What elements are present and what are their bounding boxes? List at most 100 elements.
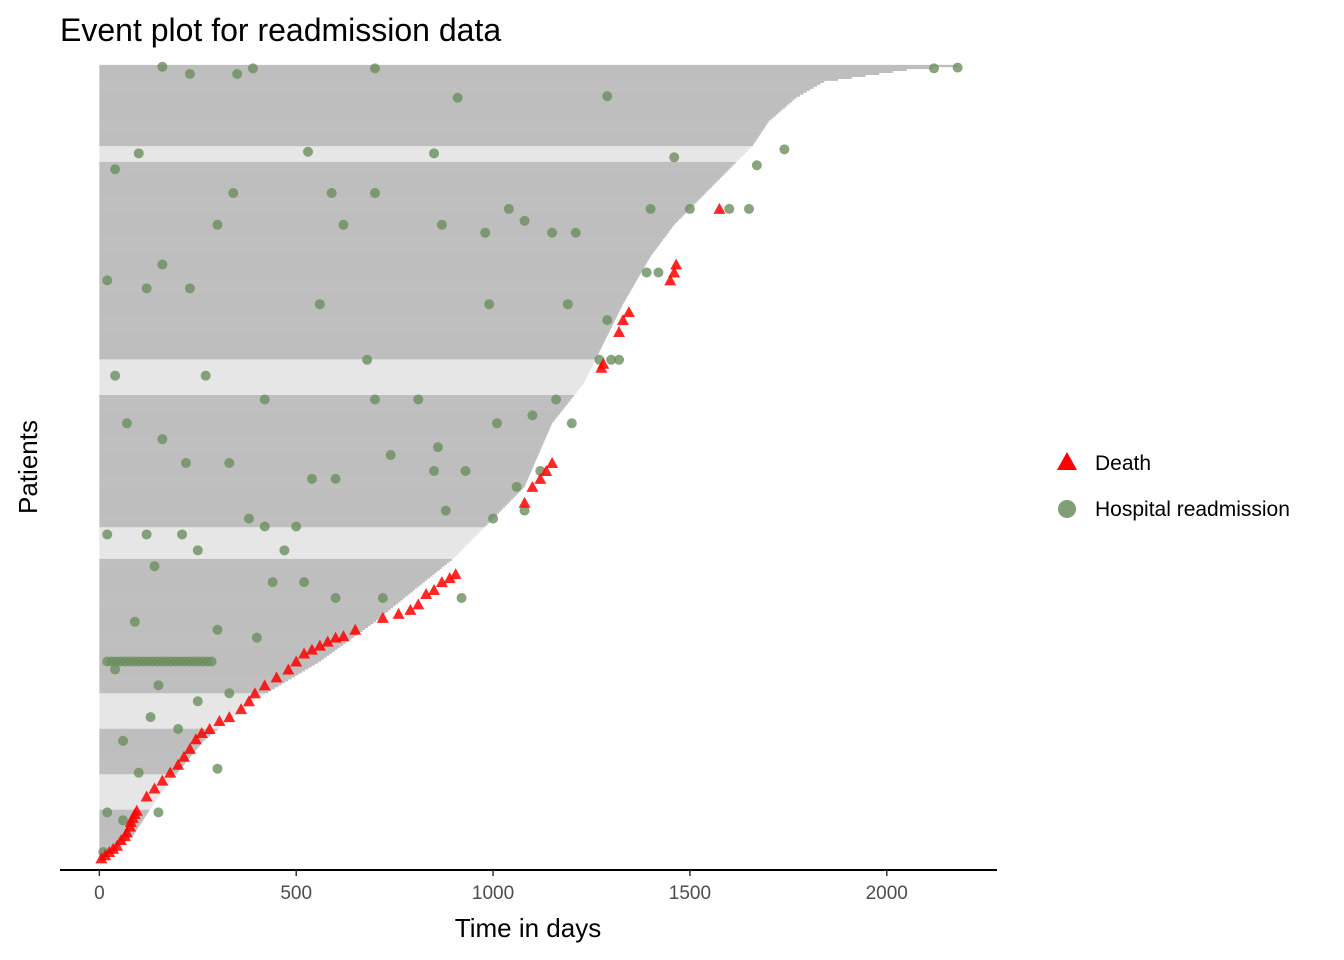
readmission-point bbox=[480, 227, 491, 238]
readmission-point bbox=[110, 370, 121, 381]
x-tick-label: 2000 bbox=[866, 883, 908, 904]
readmission-point bbox=[299, 577, 310, 588]
death-point bbox=[223, 711, 236, 723]
death-point bbox=[670, 258, 683, 270]
readmission-point bbox=[369, 188, 380, 199]
readmission-point bbox=[440, 505, 451, 516]
readmission-point bbox=[452, 92, 463, 103]
death-point bbox=[435, 576, 448, 588]
readmission-point bbox=[180, 458, 191, 468]
death-point bbox=[203, 722, 216, 734]
readmission-point bbox=[224, 688, 235, 699]
death-point bbox=[449, 568, 462, 580]
death-point bbox=[526, 480, 539, 492]
readmission-point bbox=[279, 545, 290, 556]
death-point bbox=[172, 758, 185, 770]
readmission-point bbox=[641, 267, 652, 278]
readmission-point bbox=[566, 418, 577, 429]
readmission-point bbox=[377, 592, 388, 603]
readmission-point bbox=[570, 227, 581, 238]
death-point bbox=[183, 742, 196, 754]
readmission-point bbox=[212, 624, 223, 635]
readmission-point bbox=[121, 418, 132, 429]
readmission-point bbox=[645, 203, 656, 214]
readmission-point bbox=[141, 283, 152, 294]
readmission-point bbox=[200, 370, 211, 381]
readmission-point bbox=[110, 664, 121, 675]
readmission-point bbox=[429, 465, 440, 476]
legend-death-label: Death bbox=[1095, 452, 1151, 475]
death-point bbox=[164, 766, 177, 778]
death-point bbox=[420, 588, 433, 600]
readmission-point bbox=[436, 219, 447, 230]
readmission-point bbox=[606, 354, 617, 365]
readmission-point bbox=[259, 394, 270, 405]
readmission-point bbox=[247, 63, 258, 74]
readmission-point bbox=[110, 164, 121, 175]
readmission-point bbox=[547, 227, 558, 238]
readmission-point bbox=[184, 283, 195, 294]
readmission-point bbox=[330, 592, 341, 603]
death-point bbox=[540, 464, 553, 476]
legend-readmission-label: Hospital readmission bbox=[1095, 498, 1290, 521]
readmission-point bbox=[192, 696, 203, 707]
readmission-point bbox=[224, 458, 235, 468]
readmission-point bbox=[724, 203, 735, 214]
death-point bbox=[404, 603, 417, 615]
legend: Death Hospital readmission bbox=[1057, 452, 1290, 521]
readmission-point bbox=[779, 144, 790, 155]
death-point bbox=[664, 274, 677, 286]
death-point bbox=[713, 202, 726, 214]
readmission-point bbox=[460, 465, 471, 476]
death-point bbox=[213, 715, 226, 727]
death-point bbox=[282, 663, 295, 675]
death-point bbox=[258, 679, 271, 691]
death-point bbox=[242, 695, 255, 707]
readmission-point bbox=[259, 521, 270, 532]
death-point bbox=[534, 472, 547, 484]
death-point bbox=[616, 314, 629, 326]
readmission-point bbox=[117, 735, 128, 746]
readmission-point bbox=[669, 152, 680, 163]
readmission-point bbox=[519, 505, 530, 516]
readmission-point bbox=[314, 299, 325, 310]
death-point bbox=[235, 703, 248, 715]
x-tick-label: 1000 bbox=[472, 883, 514, 904]
death-point bbox=[313, 639, 326, 651]
death-point bbox=[195, 726, 208, 738]
readmission-point bbox=[614, 354, 625, 365]
readmission-point bbox=[326, 188, 337, 199]
readmission-point bbox=[102, 275, 113, 286]
readmission-point bbox=[157, 434, 168, 445]
readmission-point bbox=[653, 267, 664, 278]
readmission-point bbox=[102, 807, 113, 818]
readmission-point bbox=[157, 61, 168, 72]
death-point bbox=[270, 671, 283, 683]
readmission-point bbox=[145, 712, 156, 723]
readmission-point bbox=[413, 394, 424, 405]
death-point bbox=[518, 496, 531, 508]
death-point bbox=[337, 630, 350, 642]
readmission-point bbox=[129, 616, 140, 627]
readmission-point bbox=[602, 315, 613, 326]
death-point bbox=[412, 598, 425, 610]
death-point bbox=[613, 325, 626, 337]
readmission-point bbox=[212, 763, 223, 774]
readmission-point bbox=[212, 219, 223, 230]
readmission-point bbox=[291, 521, 302, 532]
readmission-point bbox=[369, 63, 380, 74]
readmission-point bbox=[192, 545, 203, 556]
readmission-point bbox=[511, 481, 522, 492]
readmission-point bbox=[929, 63, 940, 74]
readmission-point bbox=[551, 394, 562, 405]
x-tick-label: 1500 bbox=[669, 883, 711, 904]
death-point bbox=[321, 635, 334, 647]
readmission-point bbox=[306, 473, 317, 484]
readmission-point bbox=[362, 354, 373, 365]
death-point bbox=[156, 774, 169, 786]
readmission-point bbox=[251, 632, 262, 643]
death-point bbox=[140, 790, 153, 802]
readmission-point bbox=[432, 442, 443, 453]
readmission-point bbox=[153, 807, 164, 818]
death-point bbox=[120, 826, 133, 838]
